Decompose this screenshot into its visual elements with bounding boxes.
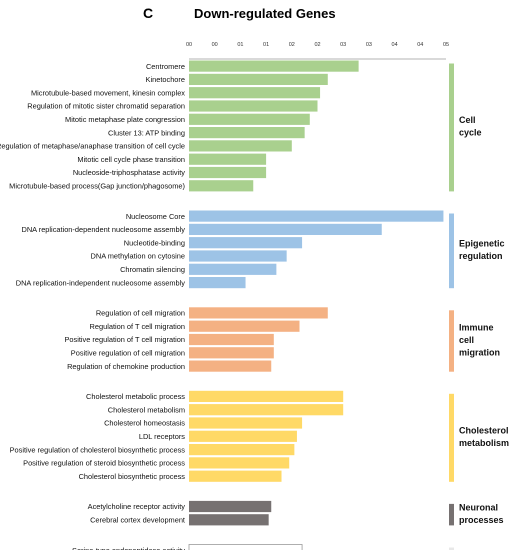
category-label: Positive regulation of T cell migration [64, 335, 185, 344]
group-marker [449, 213, 454, 289]
x-tick-label: 02 [314, 42, 320, 48]
category-label: Cholesterol homeostasis [104, 419, 185, 428]
group-label: cell [459, 335, 474, 345]
bar [189, 223, 382, 235]
x-tick-label: 04 [417, 42, 423, 48]
bar [189, 417, 303, 429]
category-label: Nucleoside-triphosphatase activity [73, 168, 185, 177]
group-label: metabolism [459, 438, 509, 448]
bar [189, 430, 297, 442]
bar [189, 153, 267, 165]
bar [189, 100, 318, 112]
category-label: Serine-type endopeptidase activity [72, 546, 185, 550]
x-tick-label: 03 [340, 42, 346, 48]
group-marker [449, 503, 454, 526]
bar [189, 320, 300, 332]
group-label: processes [459, 515, 504, 525]
bar [189, 87, 321, 99]
category-label: Mitotic metaphase plate congression [65, 115, 185, 124]
category-label: Mitotic cell cycle phase transition [77, 155, 185, 164]
category-label: Kinetochore [146, 75, 185, 84]
bar [189, 360, 272, 372]
category-label: Cluster 13: ATP binding [108, 128, 185, 137]
bar [189, 390, 344, 402]
bar [189, 180, 254, 192]
bar [189, 210, 444, 222]
bar [189, 73, 328, 85]
category-label: Nucleotide-binding [124, 238, 185, 247]
bar [188, 544, 303, 550]
bar [189, 60, 359, 72]
category-label: Positive regulation of cell migration [71, 348, 185, 357]
bar [189, 514, 269, 526]
bar [189, 307, 328, 319]
group-label: Epigenetic [459, 239, 505, 249]
category-label: DNA methylation on cytosine [91, 252, 185, 261]
category-label: Positive regulation of cholesterol biosy… [10, 445, 186, 454]
category-label: Cholesterol metabolic process [86, 392, 185, 401]
group-label: Cell [459, 115, 476, 125]
bar [189, 500, 272, 513]
group-label: Immune [459, 323, 494, 333]
category-label: LDL receptors [139, 432, 185, 441]
bar [189, 333, 274, 346]
group-label: Neuronal [459, 502, 498, 512]
category-label: Regulation of cell migration [96, 309, 185, 318]
bar [189, 457, 290, 469]
x-tick-label: 00 [186, 42, 192, 48]
bar [189, 250, 287, 262]
category-label: Cerebral cortex development [90, 515, 185, 524]
category-label: DNA replication-independent nucleosome a… [16, 278, 186, 287]
chart-title: Down-regulated Genes [194, 6, 336, 21]
category-label: Regulation of metaphase/anaphase transit… [0, 142, 185, 151]
bar [189, 444, 295, 456]
bar [189, 113, 310, 125]
bar [189, 140, 292, 152]
panel-letter: C [143, 5, 154, 21]
group-label: regulation [459, 251, 503, 261]
bar [189, 263, 277, 275]
group-marker [449, 310, 454, 372]
group-marker [449, 547, 454, 550]
category-label: Acetylcholine receptor activity [88, 502, 186, 511]
group-label: cycle [459, 128, 482, 138]
category-label: Cholesterol metabolism [108, 405, 185, 414]
category-label: Cholesterol biosynthetic process [79, 472, 186, 481]
category-label: Microtubule-based movement, kinesin comp… [31, 88, 185, 97]
x-tick-label: 01 [263, 42, 269, 48]
x-tick-label: 05 [443, 42, 449, 48]
x-tick-label: 02 [289, 42, 295, 48]
x-tick-label: 03 [366, 42, 372, 48]
bar [189, 237, 303, 249]
bar [189, 277, 246, 289]
category-label: Regulation of chemokine production [67, 362, 185, 371]
x-tick-label: 00 [212, 42, 218, 48]
bar [189, 404, 344, 416]
x-tick-label: 04 [392, 42, 398, 48]
category-label: Positive regulation of steroid biosynthe… [23, 459, 185, 468]
category-label: DNA replication-dependent nucleosome ass… [21, 225, 185, 234]
category-label: Regulation of T cell migration [90, 322, 185, 331]
group-label: migration [459, 348, 500, 358]
bar [189, 166, 267, 179]
category-label: Centromere [146, 62, 185, 71]
category-label: Microtubule-based process(Gap junction/p… [9, 181, 185, 190]
bar [189, 127, 305, 139]
category-label: Nucleosome Core [126, 212, 185, 221]
bar [189, 347, 274, 359]
x-tick-label: 01 [237, 42, 243, 48]
group-marker [449, 63, 454, 192]
category-label: Chromatin silencing [120, 265, 185, 274]
group-marker [449, 393, 454, 482]
group-label: Cholesterol [459, 426, 509, 436]
category-label: Regulation of mitotic sister chromatid s… [27, 102, 185, 111]
bar [189, 470, 282, 482]
